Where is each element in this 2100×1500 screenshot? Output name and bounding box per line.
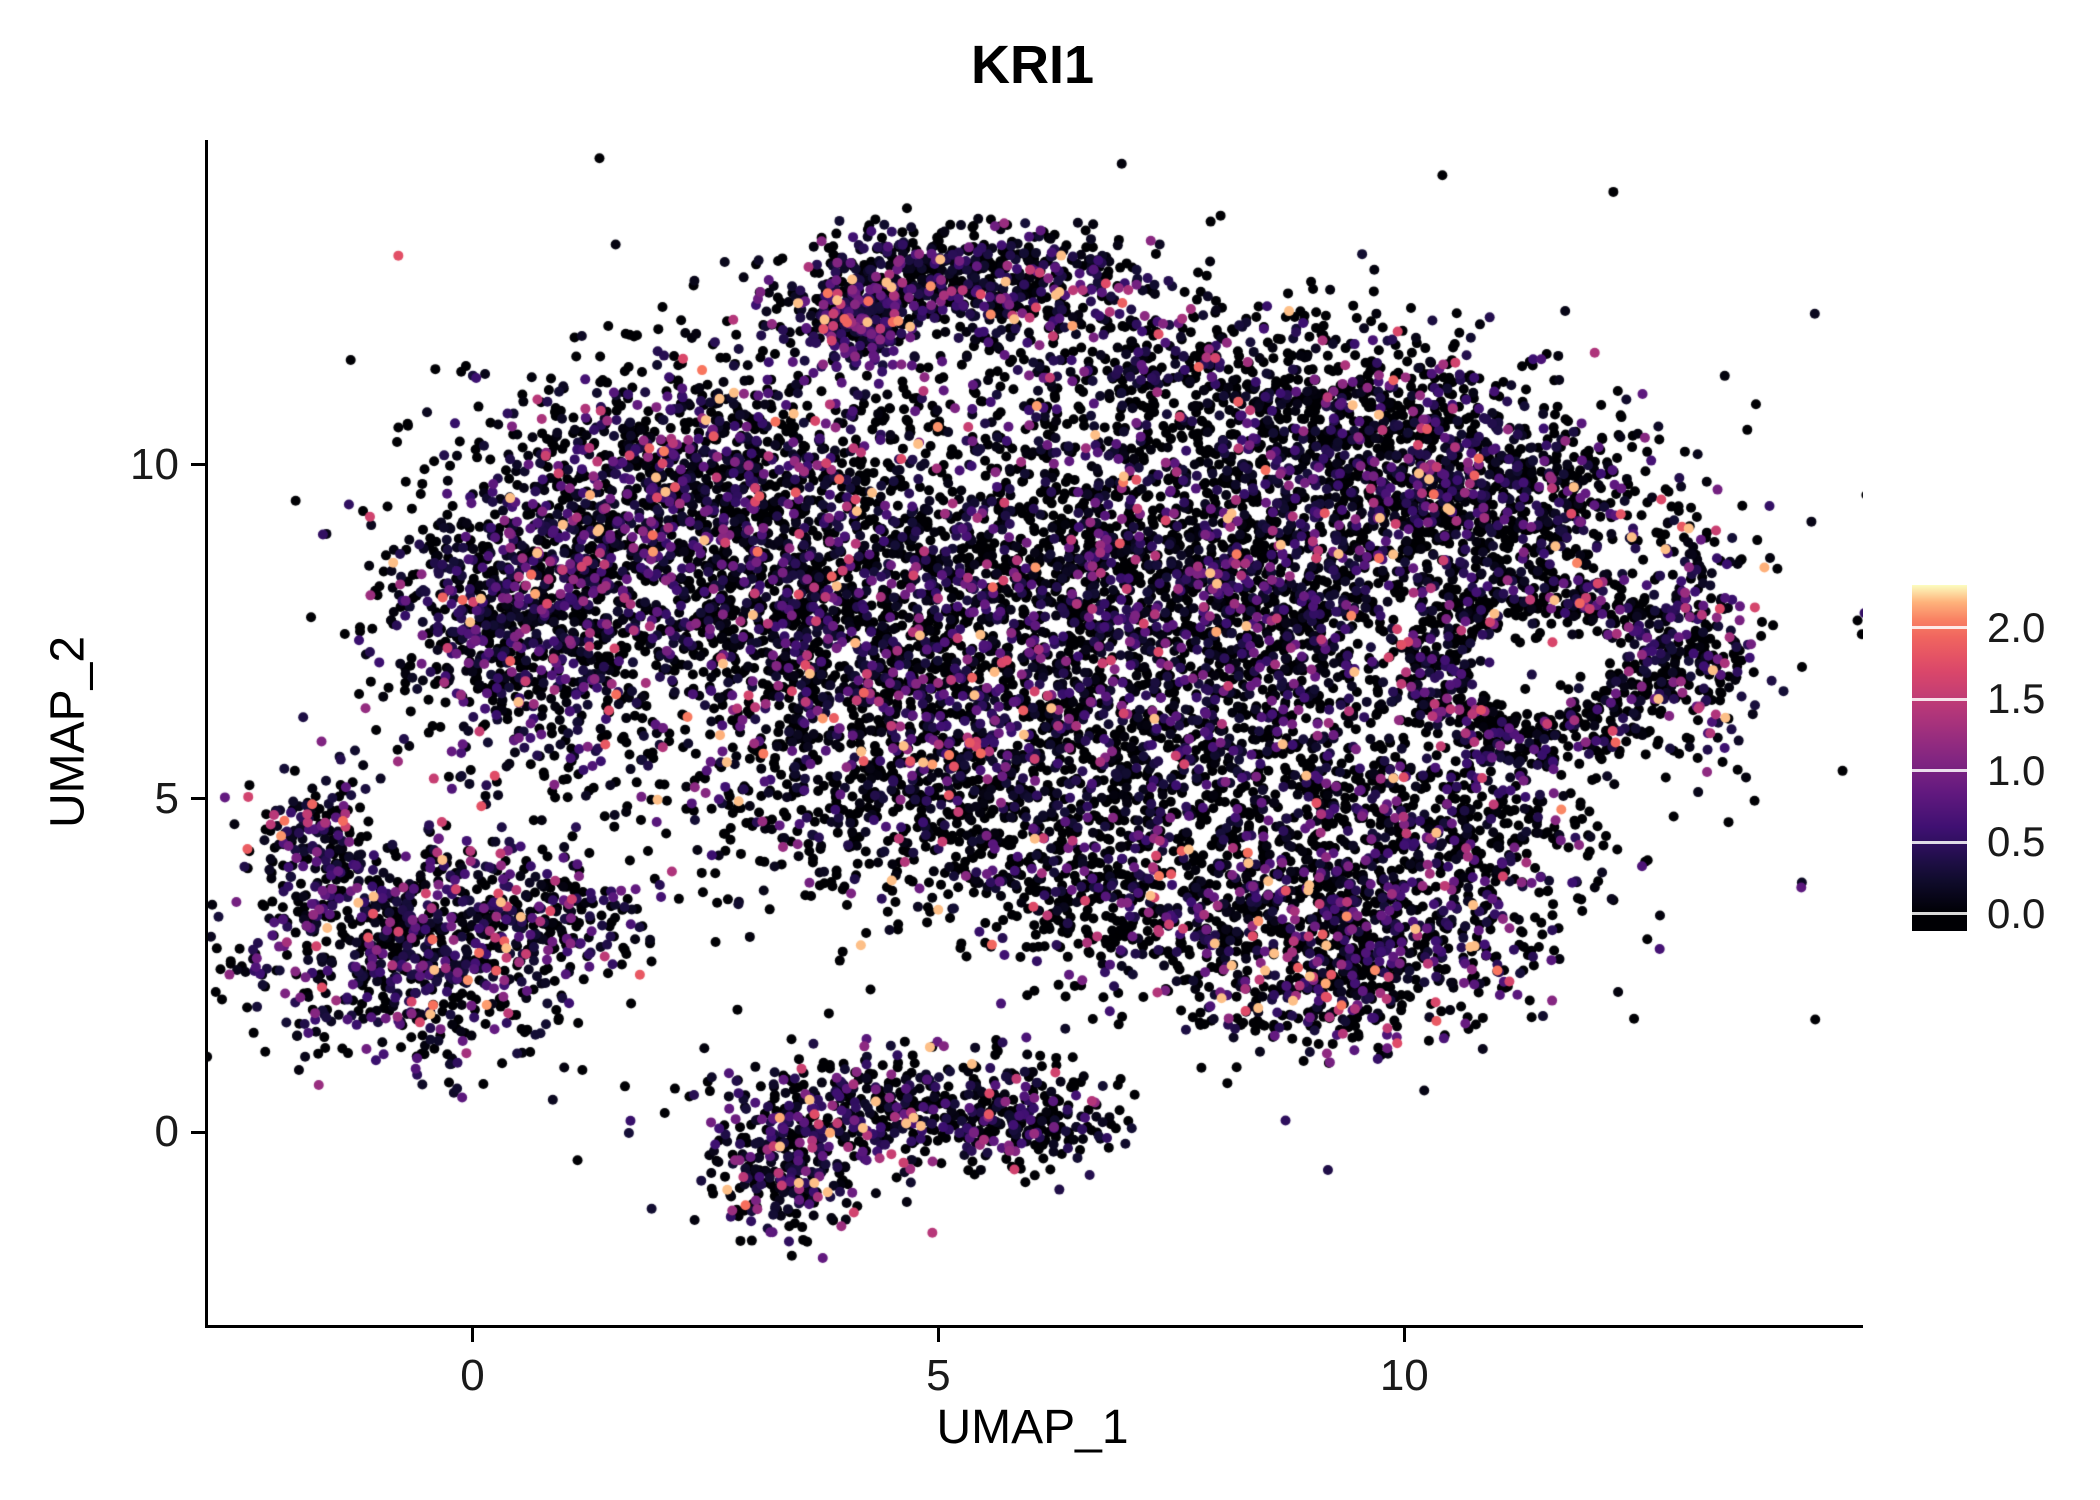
x-axis-tick-mark [470, 1328, 474, 1342]
plot-panel [205, 140, 1863, 1328]
y-axis-tick-label: 10 [130, 439, 179, 489]
colorbar-tick-label: 2.0 [1987, 603, 2046, 651]
x-axis-label: UMAP_1 [936, 1401, 1129, 1454]
colorbar-tick-mark [1912, 626, 1967, 630]
colorbar-tick-label: 1.0 [1987, 746, 2046, 794]
colorbar-tick-label: 0.5 [1987, 818, 2046, 866]
colorbar-tick-mark [1912, 769, 1967, 773]
y-axis-label: UMAP_2 [41, 635, 95, 829]
x-axis-tick-mark [936, 1328, 940, 1342]
y-axis-tick-mark [191, 1130, 205, 1134]
plot-title: KRI1 [970, 35, 1095, 95]
y-axis-tick-mark [191, 797, 205, 801]
y-axis-tick-label: 0 [154, 1107, 179, 1157]
y-axis-tick-label: 5 [154, 773, 179, 823]
colorbar-gradient [1912, 585, 1967, 931]
x-axis-tick-label: 5 [926, 1351, 951, 1400]
y-axis-tick-mark [191, 463, 205, 467]
x-axis-tick-mark [1402, 1328, 1406, 1342]
colorbar-tick-mark [1912, 912, 1967, 916]
colorbar-tick-mark [1912, 840, 1967, 844]
colorbar-tick-mark [1912, 697, 1967, 701]
colorbar-tick-label: 1.5 [1987, 675, 2046, 723]
colorbar-legend: 2.0 1.5 1.0 0.5 0.0 [1912, 585, 2087, 937]
colorbar-tick-label: 0.0 [1987, 889, 2046, 937]
x-axis-tick-label: 0 [460, 1351, 485, 1400]
scatter-points-canvas [208, 140, 1863, 1325]
x-axis-tick-label: 10 [1379, 1351, 1429, 1400]
